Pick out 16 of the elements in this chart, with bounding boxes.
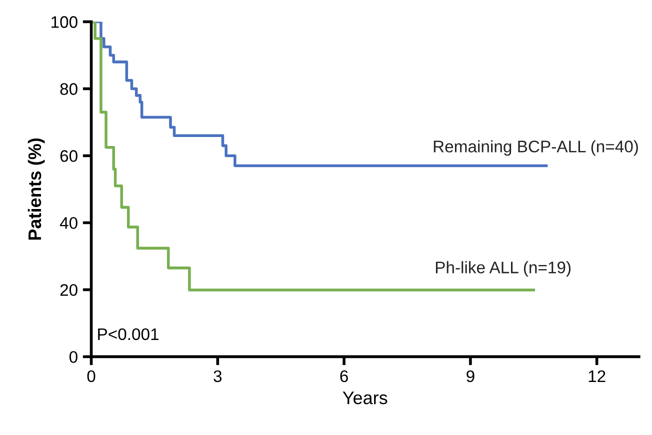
- x-tick-label: 6: [340, 370, 348, 382]
- y-tick-label: 80: [60, 83, 78, 95]
- y-tick-label: 100: [52, 16, 78, 28]
- x-tick-label: 0: [87, 370, 96, 382]
- x-axis-title: Years: [342, 392, 388, 404]
- y-axis-title: Patients (%): [28, 138, 45, 240]
- x-tick-label: 9: [466, 370, 474, 382]
- y-tick-label: 60: [60, 150, 78, 162]
- series-label: Ph-like ALL (n=19): [436, 261, 571, 277]
- series-label: Remaining BCP-ALL (n=40): [434, 140, 638, 156]
- y-tick-label: 0: [69, 351, 78, 363]
- x-tick-label: 3: [214, 370, 222, 382]
- annotation: P<0.001: [98, 328, 158, 340]
- y-tick-label: 20: [60, 284, 78, 296]
- x-tick-label: 12: [588, 370, 606, 382]
- y-tick-label: 40: [60, 217, 78, 229]
